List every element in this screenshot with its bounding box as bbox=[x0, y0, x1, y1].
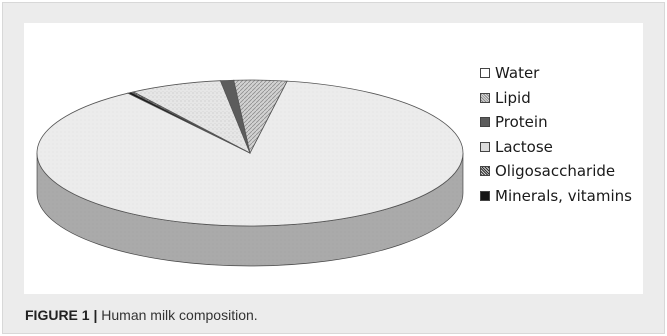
legend-item-minerals-vitamins: Minerals, vitamins bbox=[480, 184, 632, 209]
legend-swatch-water bbox=[480, 68, 490, 79]
legend-item-protein: Protein bbox=[480, 110, 632, 135]
pie-chart bbox=[36, 79, 464, 267]
legend-swatch-oligosaccharide bbox=[480, 166, 490, 177]
legend-swatch-minerals-vitamins bbox=[480, 190, 490, 201]
legend-item-lipid: Lipid bbox=[480, 86, 632, 111]
figure-caption: FIGURE 1 | Human milk composition. bbox=[25, 307, 258, 323]
pie-side-shade-water bbox=[37, 153, 463, 266]
chart-panel: Water Lipid Protein Lactose Oligosaccharide M… bbox=[24, 23, 643, 294]
pie-slice-lipid bbox=[233, 79, 288, 155]
legend-item-oligosaccharide: Oligosaccharide bbox=[480, 159, 632, 184]
legend-label-minerals-vitamins: Minerals, vitamins bbox=[495, 186, 632, 205]
chart-legend: Water Lipid Protein Lactose Oligosaccharide M… bbox=[480, 61, 632, 208]
caption-text: Human milk composition. bbox=[97, 307, 258, 323]
legend-label-oligosaccharide: Oligosaccharide bbox=[495, 162, 616, 181]
legend-swatch-lactose bbox=[480, 141, 490, 152]
legend-item-lactose: Lactose bbox=[480, 135, 632, 160]
legend-label-water: Water bbox=[495, 64, 540, 83]
caption-prefix: FIGURE 1 | bbox=[25, 307, 98, 323]
legend-item-water: Water bbox=[480, 61, 632, 86]
legend-label-lipid: Lipid bbox=[495, 88, 531, 107]
legend-swatch-lipid bbox=[480, 92, 490, 103]
legend-label-protein: Protein bbox=[495, 113, 548, 132]
legend-swatch-protein bbox=[480, 117, 490, 128]
legend-label-lactose: Lactose bbox=[495, 137, 553, 156]
